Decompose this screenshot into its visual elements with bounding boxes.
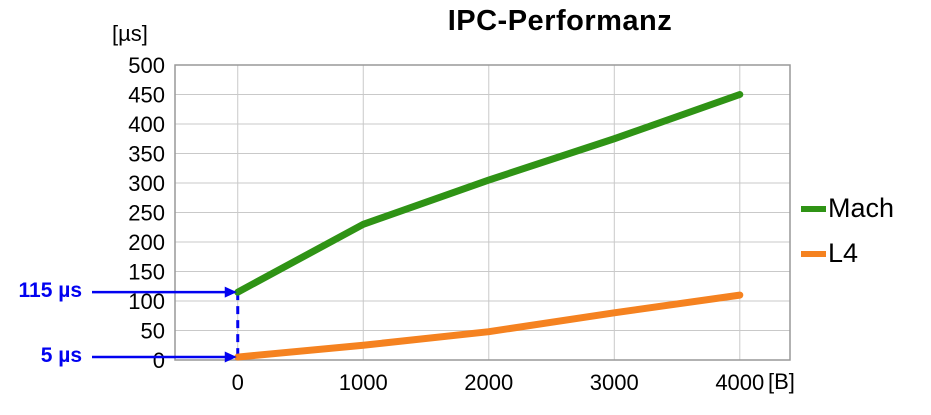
series-line-l4 xyxy=(234,291,744,361)
y-tick-label: 50 xyxy=(141,319,165,344)
y-tick-label: 150 xyxy=(128,260,165,285)
legend-label: Mach xyxy=(828,193,895,223)
y-tick-label: 350 xyxy=(128,142,165,167)
y-tick-label: 200 xyxy=(128,230,165,255)
y-tick-label: 0 xyxy=(153,348,165,373)
x-tick-label: 1000 xyxy=(339,370,388,395)
annotation-arrowhead xyxy=(224,286,237,298)
series-line-mach xyxy=(234,91,744,296)
x-tick-label: 4000 xyxy=(715,370,764,395)
x-tick-label: 0 xyxy=(232,370,244,395)
x-tick-label: 2000 xyxy=(464,370,513,395)
legend: Mach L4 xyxy=(801,186,894,276)
y-tick-label: 300 xyxy=(128,171,165,196)
y-axis-unit-label: [µs] xyxy=(112,21,148,46)
x-axis-unit-label: [B] xyxy=(768,369,795,394)
annotation-arrowhead xyxy=(224,351,237,363)
annotation-label: 115 µs xyxy=(18,279,83,303)
plot-border xyxy=(174,64,791,361)
x-tick-label: 3000 xyxy=(590,370,639,395)
legend-item-mach: Mach xyxy=(801,186,894,231)
y-tick-label: 500 xyxy=(128,53,165,78)
legend-swatch xyxy=(801,250,826,257)
legend-label: L4 xyxy=(828,238,859,268)
y-tick-label: 450 xyxy=(128,83,165,108)
chart-title: IPC-Performanz xyxy=(447,5,673,37)
y-tick-label: 400 xyxy=(128,112,165,137)
y-tick-label: 250 xyxy=(128,201,165,226)
annotation-label: 5 µs xyxy=(40,344,82,368)
legend-swatch xyxy=(801,205,826,212)
legend-item-l4: L4 xyxy=(801,231,894,276)
